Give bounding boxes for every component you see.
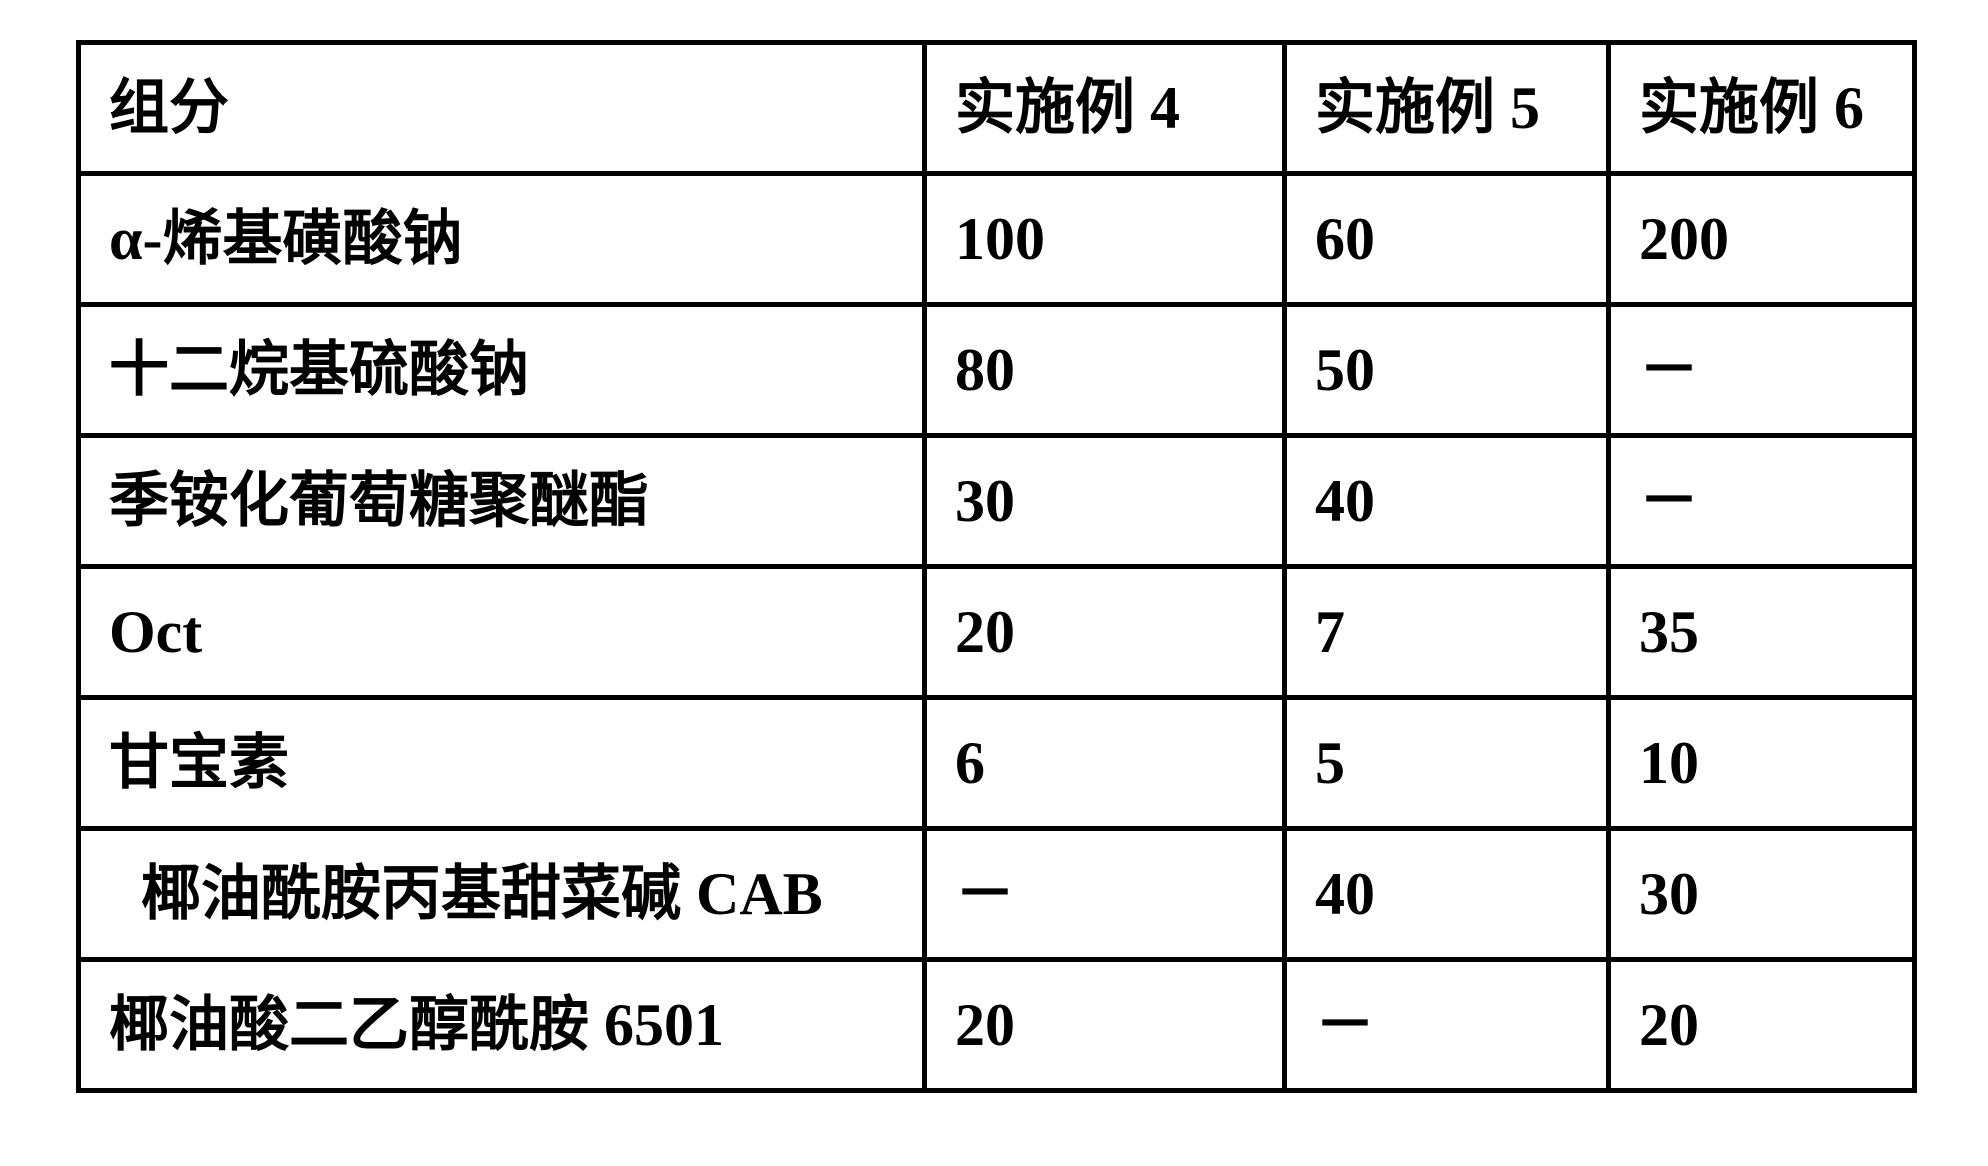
col-header-ex4: 实施例 4 (925, 43, 1285, 174)
cell-value: 7 (1285, 567, 1609, 698)
row-label: 季铵化葡萄糖聚醚酯 (79, 436, 925, 567)
cell-value: 10 (1609, 698, 1915, 829)
table-header-row: 组分 实施例 4 实施例 5 实施例 6 (79, 43, 1915, 174)
table-row: 十二烷基硫酸钠 80 50 － (79, 305, 1915, 436)
cell-value: 60 (1285, 174, 1609, 305)
table-row: 椰油酸二乙醇酰胺 6501 20 － 20 (79, 960, 1915, 1091)
composition-table: 组分 实施例 4 实施例 5 实施例 6 α-烯基磺酸钠 100 60 200 … (76, 40, 1917, 1093)
cell-value: 20 (925, 567, 1285, 698)
col-header-component: 组分 (79, 43, 925, 174)
cell-dash: － (925, 829, 1285, 960)
cell-value: 35 (1609, 567, 1915, 698)
cell-value: 50 (1285, 305, 1609, 436)
cell-value: 20 (925, 960, 1285, 1091)
cell-value: 80 (925, 305, 1285, 436)
row-label: α-烯基磺酸钠 (79, 174, 925, 305)
table-container: 组分 实施例 4 实施例 5 实施例 6 α-烯基磺酸钠 100 60 200 … (76, 40, 1912, 1093)
row-label: Oct (79, 567, 925, 698)
col-header-ex5: 实施例 5 (1285, 43, 1609, 174)
table-row: 甘宝素 6 5 10 (79, 698, 1915, 829)
cell-dash: － (1609, 436, 1915, 567)
cell-dash: － (1609, 305, 1915, 436)
cell-value: 100 (925, 174, 1285, 305)
cell-value: 20 (1609, 960, 1915, 1091)
cell-value: 5 (1285, 698, 1609, 829)
cell-value: 30 (1609, 829, 1915, 960)
row-label: 十二烷基硫酸钠 (79, 305, 925, 436)
col-header-ex6: 实施例 6 (1609, 43, 1915, 174)
row-label: 椰油酸二乙醇酰胺 6501 (79, 960, 925, 1091)
cell-value: 40 (1285, 436, 1609, 567)
table-row: 椰油酰胺丙基甜菜碱 CAB － 40 30 (79, 829, 1915, 960)
cell-value: 200 (1609, 174, 1915, 305)
row-label: 甘宝素 (79, 698, 925, 829)
cell-dash: － (1285, 960, 1609, 1091)
table-row: 季铵化葡萄糖聚醚酯 30 40 － (79, 436, 1915, 567)
row-label: 椰油酰胺丙基甜菜碱 CAB (79, 829, 925, 960)
cell-value: 30 (925, 436, 1285, 567)
table-row: α-烯基磺酸钠 100 60 200 (79, 174, 1915, 305)
cell-value: 6 (925, 698, 1285, 829)
cell-value: 40 (1285, 829, 1609, 960)
table-row: Oct 20 7 35 (79, 567, 1915, 698)
